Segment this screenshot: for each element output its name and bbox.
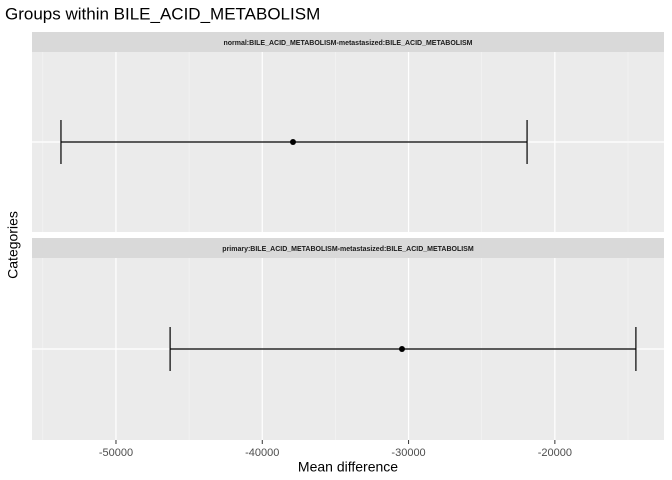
y-axis-label: Categories: [5, 211, 21, 279]
point: [398, 346, 405, 352]
strip: [32, 238, 664, 258]
strip-label: normal:BILE_ACID_METABOLISM-metastasized…: [223, 40, 472, 47]
x-axis-label: Mean difference: [298, 459, 398, 475]
chart-title: Groups within BILE_ACID_METABOLISM: [5, 4, 320, 23]
x-tick-label: -40000: [245, 447, 279, 459]
x-tick-label: -30000: [391, 447, 425, 459]
x-tick-label: -50000: [99, 447, 133, 459]
strip: [32, 32, 664, 52]
x-tick-label: -20000: [538, 447, 572, 459]
point: [289, 139, 296, 145]
strip-label: primary:BILE_ACID_METABOLISM-metastasize…: [222, 246, 474, 253]
